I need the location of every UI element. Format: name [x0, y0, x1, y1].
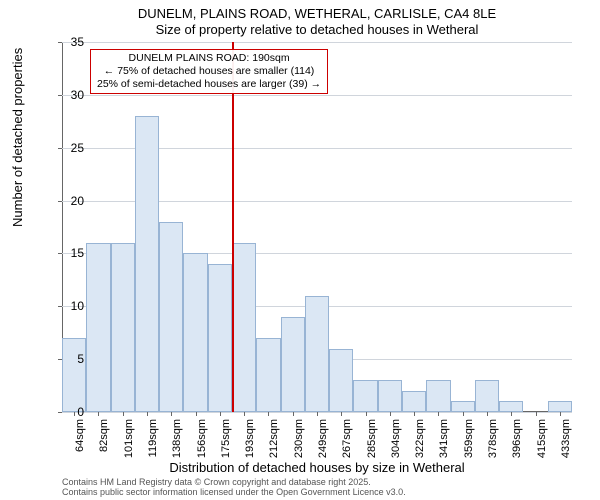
y-tick-label: 5	[44, 352, 84, 366]
histogram-bar	[159, 222, 183, 412]
histogram-bar	[548, 401, 572, 412]
annotation-line: ← 75% of detached houses are smaller (11…	[97, 65, 321, 78]
histogram-bar	[183, 253, 207, 412]
x-tick-label: 249sqm	[317, 419, 329, 469]
x-tick-label: 64sqm	[74, 419, 86, 469]
x-tick-label: 304sqm	[390, 419, 402, 469]
histogram-bar	[135, 116, 159, 412]
x-tick-label: 396sqm	[511, 419, 523, 469]
x-tick-mark	[414, 412, 415, 416]
histogram-bar	[256, 338, 280, 412]
x-tick-label: 230sqm	[293, 419, 305, 469]
x-tick-label: 82sqm	[98, 419, 110, 469]
annotation-line: 25% of semi-detached houses are larger (…	[97, 78, 321, 91]
x-tick-mark	[268, 412, 269, 416]
y-tick-label: 10	[44, 299, 84, 313]
x-tick-mark	[196, 412, 197, 416]
histogram-bar	[475, 380, 499, 412]
x-tick-label: 433sqm	[560, 419, 572, 469]
chart-title-line2: Size of property relative to detached ho…	[62, 22, 572, 37]
x-tick-mark	[98, 412, 99, 416]
y-axis-label: Number of detached properties	[10, 48, 25, 227]
annotation-line: DUNELM PLAINS ROAD: 190sqm	[97, 52, 321, 65]
x-tick-mark	[366, 412, 367, 416]
x-tick-label: 378sqm	[487, 419, 499, 469]
histogram-bar	[426, 380, 450, 412]
x-tick-mark	[341, 412, 342, 416]
x-tick-label: 156sqm	[196, 419, 208, 469]
x-tick-mark	[244, 412, 245, 416]
histogram-bar	[111, 243, 135, 412]
histogram-bar	[208, 264, 232, 412]
x-tick-mark	[487, 412, 488, 416]
histogram-bar	[86, 243, 110, 412]
histogram-bar	[305, 296, 329, 412]
histogram-bar	[402, 391, 426, 412]
x-tick-label: 341sqm	[438, 419, 450, 469]
y-tick-label: 30	[44, 88, 84, 102]
y-tick-label: 20	[44, 194, 84, 208]
histogram-bar	[62, 338, 86, 412]
footer-line2: Contains public sector information licen…	[62, 488, 406, 498]
y-tick-label: 35	[44, 35, 84, 49]
x-tick-mark	[438, 412, 439, 416]
y-tick-label: 15	[44, 246, 84, 260]
x-tick-label: 322sqm	[414, 419, 426, 469]
x-tick-label: 175sqm	[220, 419, 232, 469]
x-tick-label: 415sqm	[536, 419, 548, 469]
x-tick-mark	[317, 412, 318, 416]
grid-line	[62, 95, 572, 96]
x-tick-mark	[171, 412, 172, 416]
x-tick-mark	[147, 412, 148, 416]
x-tick-mark	[390, 412, 391, 416]
chart-title-line1: DUNELM, PLAINS ROAD, WETHERAL, CARLISLE,…	[62, 6, 572, 21]
x-tick-mark	[560, 412, 561, 416]
reference-line	[232, 42, 234, 412]
histogram-bar	[451, 401, 475, 412]
x-tick-mark	[536, 412, 537, 416]
x-tick-label: 359sqm	[463, 419, 475, 469]
x-tick-label: 267sqm	[341, 419, 353, 469]
x-tick-label: 119sqm	[147, 419, 159, 469]
x-tick-label: 285sqm	[366, 419, 378, 469]
x-tick-mark	[463, 412, 464, 416]
histogram-bar	[281, 317, 305, 412]
y-tick-label: 0	[44, 405, 84, 419]
x-tick-mark	[220, 412, 221, 416]
x-tick-label: 138sqm	[171, 419, 183, 469]
x-tick-mark	[293, 412, 294, 416]
y-tick-label: 25	[44, 141, 84, 155]
histogram-bar	[499, 401, 523, 412]
histogram-bar	[232, 243, 256, 412]
histogram-bar	[378, 380, 402, 412]
annotation-box: DUNELM PLAINS ROAD: 190sqm← 75% of detac…	[90, 49, 328, 94]
footer-attribution: Contains HM Land Registry data © Crown c…	[62, 478, 406, 498]
x-tick-label: 212sqm	[268, 419, 280, 469]
x-tick-label: 193sqm	[244, 419, 256, 469]
plot-area: DUNELM PLAINS ROAD: 190sqm← 75% of detac…	[62, 42, 572, 412]
histogram-bar	[353, 380, 377, 412]
grid-line	[62, 42, 572, 43]
x-tick-mark	[511, 412, 512, 416]
histogram-bar	[329, 349, 353, 412]
x-tick-mark	[123, 412, 124, 416]
x-tick-label: 101sqm	[123, 419, 135, 469]
